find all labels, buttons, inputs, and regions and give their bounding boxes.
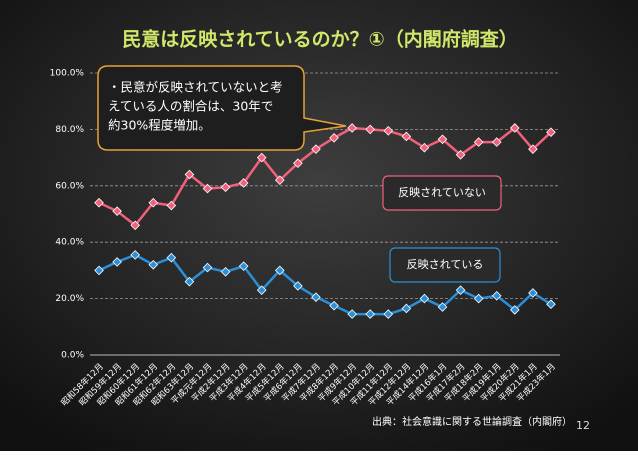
point: [455, 285, 466, 295]
y-tick-label: 80.0%: [55, 125, 84, 135]
point: [238, 261, 249, 271]
point: [166, 252, 177, 263]
point: [184, 169, 195, 180]
point: [383, 309, 394, 319]
point: [184, 276, 195, 287]
point: [546, 127, 556, 138]
point: [347, 123, 357, 133]
point: [437, 302, 448, 312]
y-tick-label: 100.0%: [50, 69, 85, 79]
point: [419, 293, 430, 304]
point: [274, 265, 285, 276]
legend-label: 反映されている: [407, 258, 484, 271]
point: [311, 144, 321, 154]
point: [437, 134, 448, 145]
point: [220, 182, 231, 193]
point: [365, 309, 376, 319]
series-line: [98, 126, 552, 228]
legend-label: 反映されていない: [398, 186, 486, 199]
point: [491, 290, 502, 301]
annotation-line: 約30%程度増加。: [108, 118, 211, 133]
point: [455, 149, 466, 160]
point: [293, 158, 303, 169]
point: [473, 137, 484, 147]
point: [347, 309, 357, 319]
point: [220, 267, 231, 277]
point: [329, 300, 339, 311]
y-tick-label: 0.0%: [61, 351, 84, 361]
y-tick-label: 40.0%: [55, 238, 84, 248]
point: [112, 206, 122, 216]
point: [491, 137, 502, 147]
annotation-line: えている人の割合は、30年で: [108, 99, 273, 114]
point: [528, 288, 538, 298]
point: [311, 292, 321, 302]
point: [509, 305, 520, 315]
point: [546, 299, 556, 310]
point: [419, 142, 430, 153]
point: [94, 197, 104, 208]
callout-box: [97, 65, 347, 151]
point: [148, 197, 159, 208]
point: [256, 152, 267, 163]
point: [401, 131, 412, 142]
point: [274, 175, 285, 185]
point: [365, 124, 376, 135]
series-label-box: [389, 247, 501, 283]
point: [528, 144, 538, 154]
point: [509, 123, 520, 133]
point: [202, 183, 213, 194]
point: [401, 303, 412, 314]
point: [329, 133, 339, 143]
chart-title: 民意は反映されているのか？①（内閣府調査）: [122, 28, 518, 51]
y-tick-label: 60.0%: [55, 181, 84, 191]
point: [130, 220, 141, 231]
series-label-box: [382, 175, 502, 211]
point: [130, 250, 141, 260]
source: 出典：社会意識に関する世論調査（内閣府）: [372, 415, 572, 428]
point: [112, 257, 122, 267]
point: [383, 126, 394, 136]
point: [202, 262, 213, 273]
point: [94, 265, 104, 276]
annotation-line: ・民意が反映されていないと考: [108, 80, 283, 95]
point: [473, 293, 484, 304]
point: [166, 200, 177, 211]
point: [238, 178, 249, 188]
point: [256, 285, 267, 295]
page-number: 12: [576, 419, 590, 432]
y-tick-label: 20.0%: [55, 294, 84, 304]
point: [293, 281, 303, 291]
point: [148, 259, 159, 270]
